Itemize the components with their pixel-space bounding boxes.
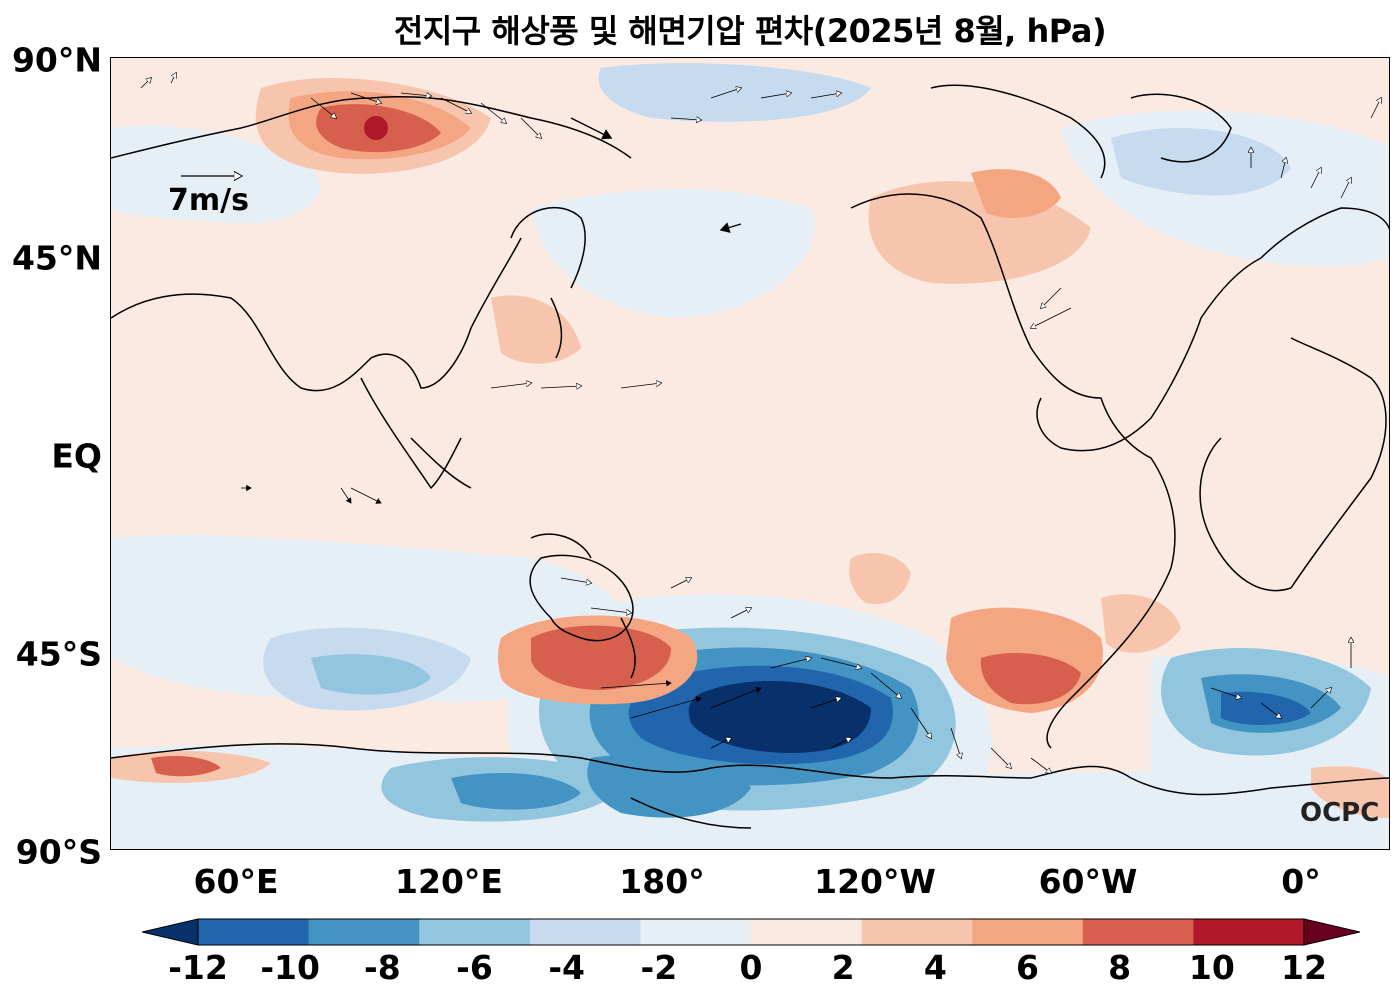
lon-label-120w: 120°W bbox=[814, 862, 936, 901]
lat-label-90n: 90°N bbox=[11, 40, 102, 80]
colorbar-tick-label: 0 bbox=[739, 948, 763, 987]
colorbar-tick-label: 8 bbox=[1108, 948, 1132, 987]
lat-label-90s: 90°S bbox=[15, 832, 102, 872]
colorbar-cell bbox=[1193, 919, 1305, 945]
colorbar-extend-min bbox=[142, 918, 199, 946]
lon-label-120e: 120°E bbox=[395, 862, 503, 901]
map-canvas bbox=[111, 58, 1389, 849]
colorbar-tick-label: -8 bbox=[363, 948, 401, 987]
colorbar-extend-max bbox=[1303, 918, 1360, 946]
colorbar-cell bbox=[861, 919, 973, 945]
colorbar-tick-label: -10 bbox=[260, 948, 320, 987]
colorbar-cell bbox=[308, 919, 420, 945]
lon-label-60e: 60°E bbox=[193, 862, 279, 901]
colorbar-tick-label: -6 bbox=[456, 948, 493, 987]
colorbar-cell bbox=[640, 919, 752, 945]
lon-label-60w: 60°W bbox=[1038, 862, 1138, 901]
lon-label-0: 0° bbox=[1281, 862, 1321, 901]
lat-label-45s: 45°S bbox=[15, 634, 102, 674]
colorbar-cell bbox=[198, 919, 310, 945]
colorbar-tick-label: 4 bbox=[923, 948, 947, 987]
colorbar-tick-label: -4 bbox=[548, 948, 585, 987]
colorbar-cell bbox=[972, 919, 1084, 945]
colorbar-tick-label: 12 bbox=[1281, 948, 1327, 987]
reference-vector-label: 7m/s bbox=[168, 183, 249, 218]
colorbar-cell bbox=[1082, 919, 1194, 945]
lat-label-45n: 45°N bbox=[11, 238, 102, 278]
colorbar-tick-label: 6 bbox=[1016, 948, 1039, 987]
colorbar-tick-label: -2 bbox=[640, 948, 678, 987]
map-panel bbox=[110, 57, 1390, 850]
map-title: 전지구 해상풍 및 해면기압 편차(2025년 8월, hPa) bbox=[393, 12, 1107, 50]
lon-label-180: 180° bbox=[619, 862, 705, 901]
colorbar-tick-label: 10 bbox=[1188, 948, 1235, 987]
colorbar-tick-label: -12 bbox=[168, 948, 228, 987]
colorbar-tick-label: 2 bbox=[831, 948, 855, 987]
pressure-anomaly-field bbox=[111, 63, 1389, 849]
colorbar-cell bbox=[529, 919, 641, 945]
colorbar-cell bbox=[751, 919, 863, 945]
coastlines bbox=[111, 84, 1389, 829]
colorbar-cell bbox=[419, 919, 531, 945]
wind-anomaly-vectors bbox=[140, 73, 1381, 773]
ocpc-watermark: OCPC bbox=[1300, 798, 1380, 828]
colorbar bbox=[142, 918, 1360, 946]
lat-label-eq: EQ bbox=[51, 436, 102, 476]
